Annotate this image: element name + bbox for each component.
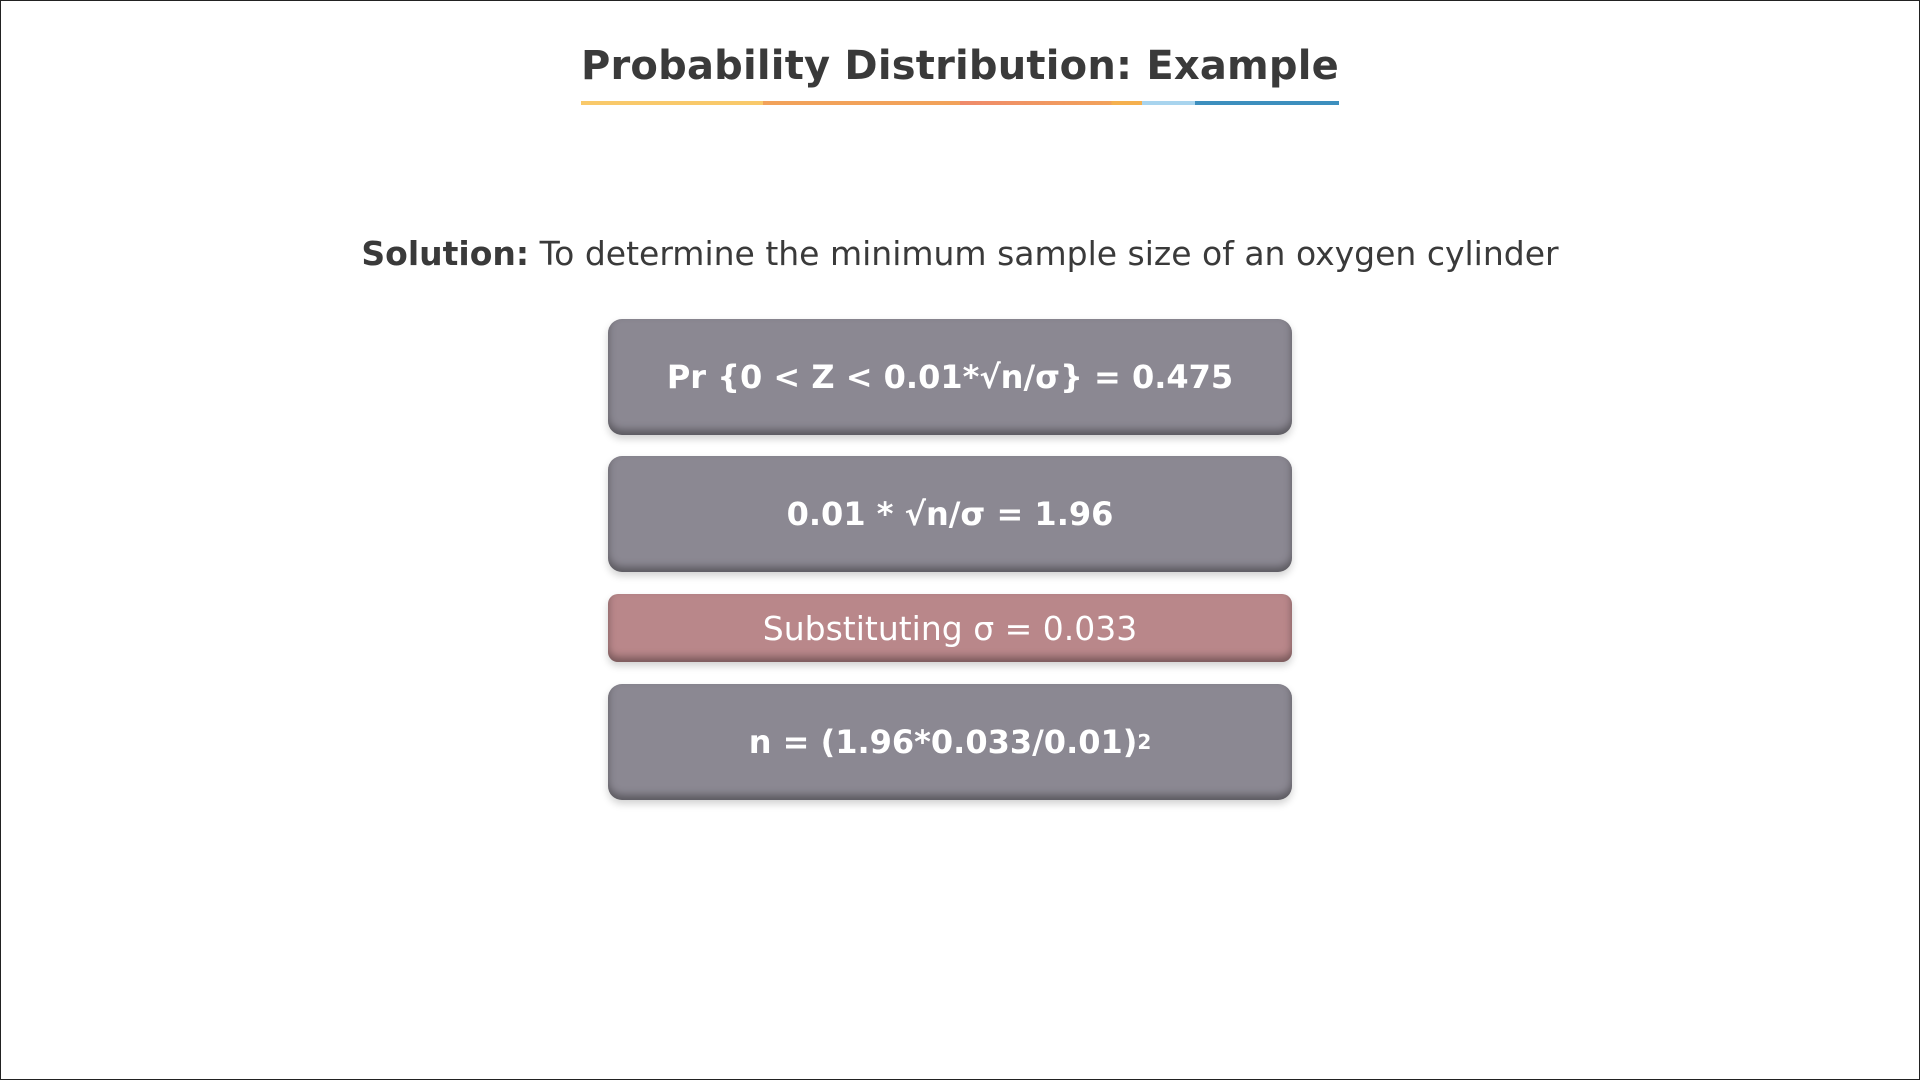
- solution-text: To determine the minimum sample size of …: [529, 234, 1559, 273]
- title-underline: [580, 101, 1339, 105]
- solution-label: Solution:: [361, 234, 530, 273]
- step-text: n = (1.96*0.033/0.01): [748, 723, 1138, 761]
- step-box-substitution: Substituting σ = 0.033: [608, 594, 1292, 662]
- step-box-probability: Pr {0 < Z < 0.01*√n/σ} = 0.475: [608, 319, 1292, 435]
- slide-title: Probability Distribution: Example: [580, 37, 1339, 105]
- step-text: Pr {0 < Z < 0.01*√n/σ} = 0.475: [666, 358, 1234, 396]
- step-exponent: 2: [1137, 730, 1152, 754]
- step-box-equation: 0.01 * √n/σ = 1.96: [608, 456, 1292, 572]
- solution-statement: Solution: To determine the minimum sampl…: [1, 229, 1919, 279]
- step-text: Substituting σ = 0.033: [762, 608, 1138, 648]
- step-box-result: n = (1.96*0.033/0.01) 2: [608, 684, 1292, 800]
- title-area: Probability Distribution: Example: [1, 37, 1919, 105]
- step-text: 0.01 * √n/σ = 1.96: [786, 495, 1114, 533]
- slide-title-text: Probability Distribution: Example: [580, 43, 1339, 89]
